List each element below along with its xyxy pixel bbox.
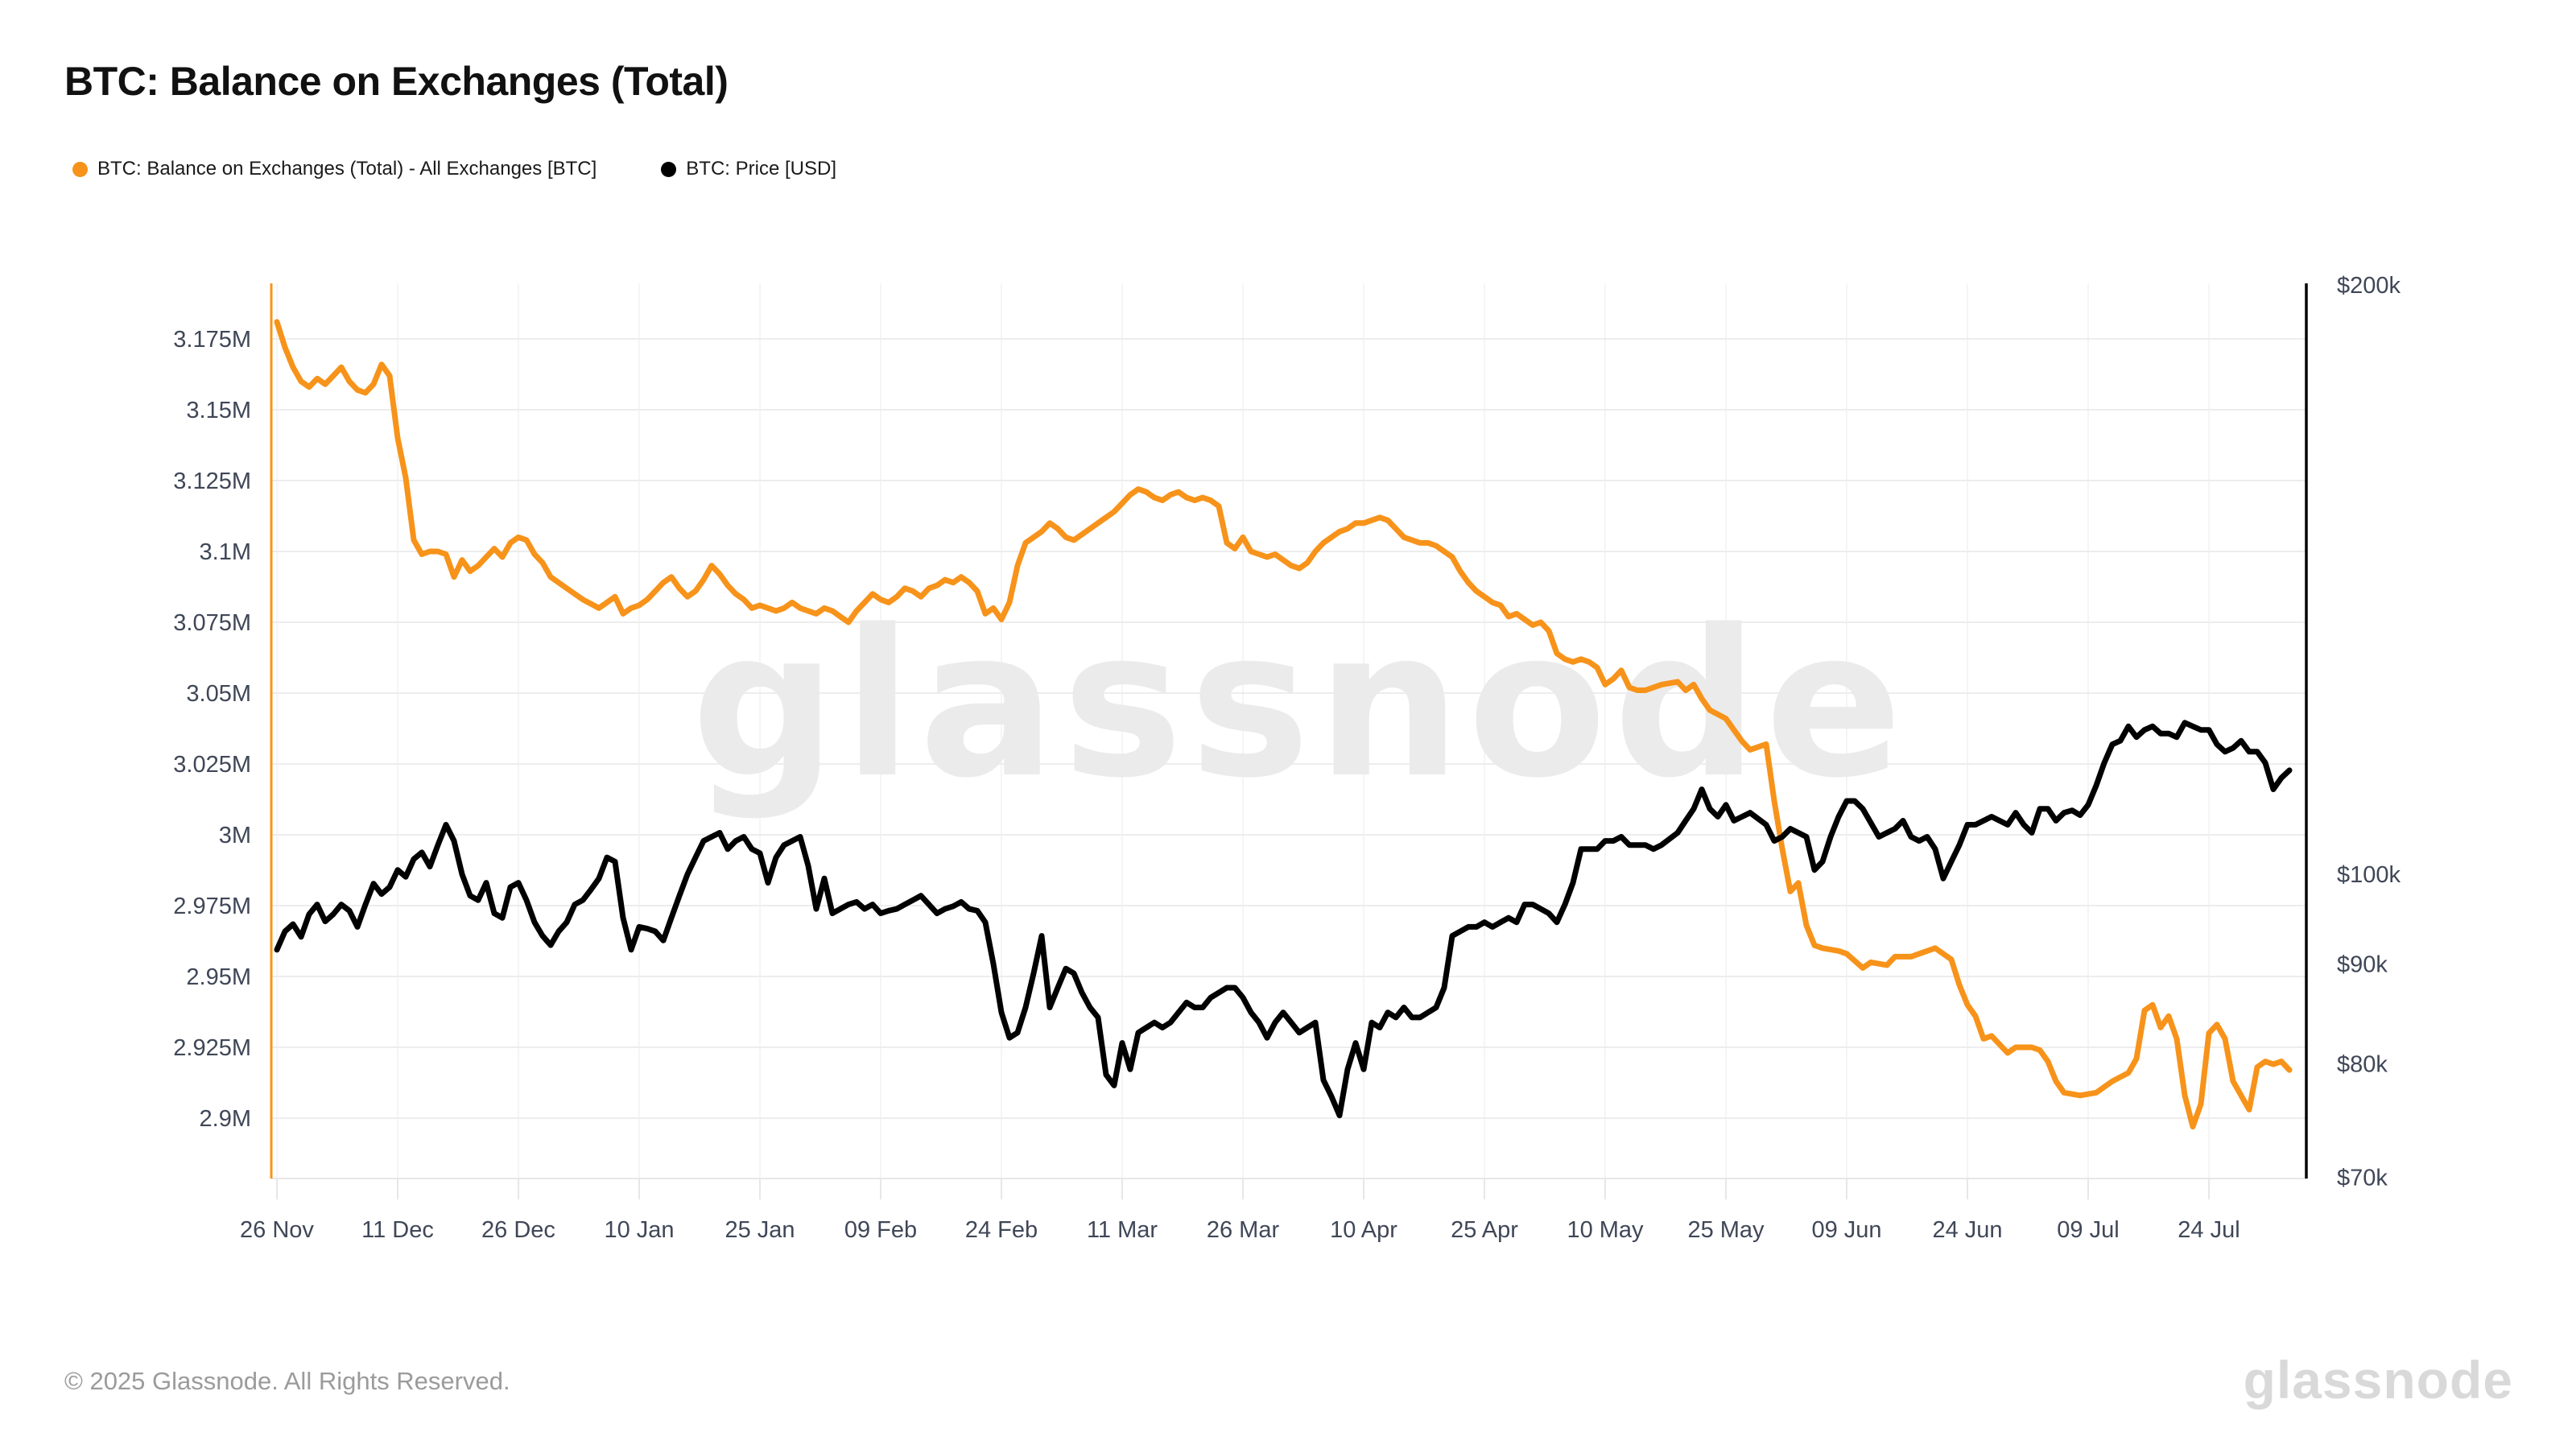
svg-text:$100k: $100k [2337,862,2401,888]
legend-label-price: BTC: Price [USD] [686,158,836,180]
svg-text:3.05M: 3.05M [186,681,251,707]
legend-label-balance: BTC: Balance on Exchanges (Total) - All … [97,158,597,180]
x-axis-tick-marks [276,1179,2210,1199]
svg-text:10 Jan: 10 Jan [604,1217,674,1243]
svg-text:2.95M: 2.95M [186,964,251,990]
svg-text:10 Apr: 10 Apr [1330,1217,1397,1243]
svg-text:2.975M: 2.975M [173,894,251,919]
svg-text:2.9M: 2.9M [200,1106,251,1132]
price-series-line[interactable] [274,720,2293,1119]
svg-text:3.125M: 3.125M [173,469,251,494]
legend-item-balance[interactable]: BTC: Balance on Exchanges (Total) - All … [72,158,597,180]
svg-text:09 Jul: 09 Jul [2057,1217,2119,1243]
svg-text:3.1M: 3.1M [200,539,251,565]
svg-text:$70k: $70k [2337,1166,2388,1191]
svg-text:09 Feb: 09 Feb [844,1217,917,1243]
svg-text:24 Jun: 24 Jun [1932,1217,2002,1243]
svg-text:$200k: $200k [2337,273,2401,299]
svg-text:09 Jun: 09 Jun [1811,1217,1881,1243]
svg-text:3.025M: 3.025M [173,752,251,778]
legend-item-price[interactable]: BTC: Price [USD] [661,158,836,180]
svg-text:11 Mar: 11 Mar [1087,1217,1158,1243]
left-axis-labels: 3.175M 3.15M 3.125M 3.1M 3.075M 3.05M 3.025M 3M… [173,327,251,1132]
svg-text:$90k: $90k [2337,952,2388,977]
svg-text:25 Apr: 25 Apr [1451,1217,1518,1243]
svg-text:24 Jul: 24 Jul [2178,1217,2240,1243]
svg-text:25 Jan: 25 Jan [724,1217,795,1243]
svg-text:26 Dec: 26 Dec [481,1217,555,1243]
svg-text:3.075M: 3.075M [173,610,251,636]
svg-text:3.175M: 3.175M [173,327,251,353]
svg-text:11 Dec: 11 Dec [361,1217,434,1243]
right-axis-labels: $200k $100k $90k $80k $70k [2337,273,2401,1191]
copyright-text: © 2025 Glassnode. All Rights Reserved. [64,1367,510,1395]
svg-text:25 May: 25 May [1687,1217,1765,1243]
chart-legend: BTC: Balance on Exchanges (Total) - All … [72,158,836,180]
balance-series-line[interactable] [274,319,2293,1130]
glassnode-logo: glassnode [2243,1350,2513,1410]
x-axis-labels: 26 Nov 11 Dec 26 Dec 10 Jan 25 Jan 09 Feb 24 F… [240,1217,2240,1243]
watermark-text: glassnode [691,587,1909,823]
svg-text:2.925M: 2.925M [173,1035,251,1061]
svg-text:26 Mar: 26 Mar [1207,1217,1280,1243]
svg-text:10 May: 10 May [1567,1217,1644,1243]
horizontal-gridlines [271,338,2306,1119]
svg-text:26 Nov: 26 Nov [240,1217,314,1243]
svg-text:3M: 3M [219,823,251,848]
svg-text:$80k: $80k [2337,1052,2388,1078]
page-title: BTC: Balance on Exchanges (Total) [64,59,729,104]
legend-dot-balance-icon [72,161,88,177]
svg-text:3.15M: 3.15M [186,398,251,423]
svg-text:24 Feb: 24 Feb [965,1217,1038,1243]
legend-dot-price-icon [661,161,677,177]
